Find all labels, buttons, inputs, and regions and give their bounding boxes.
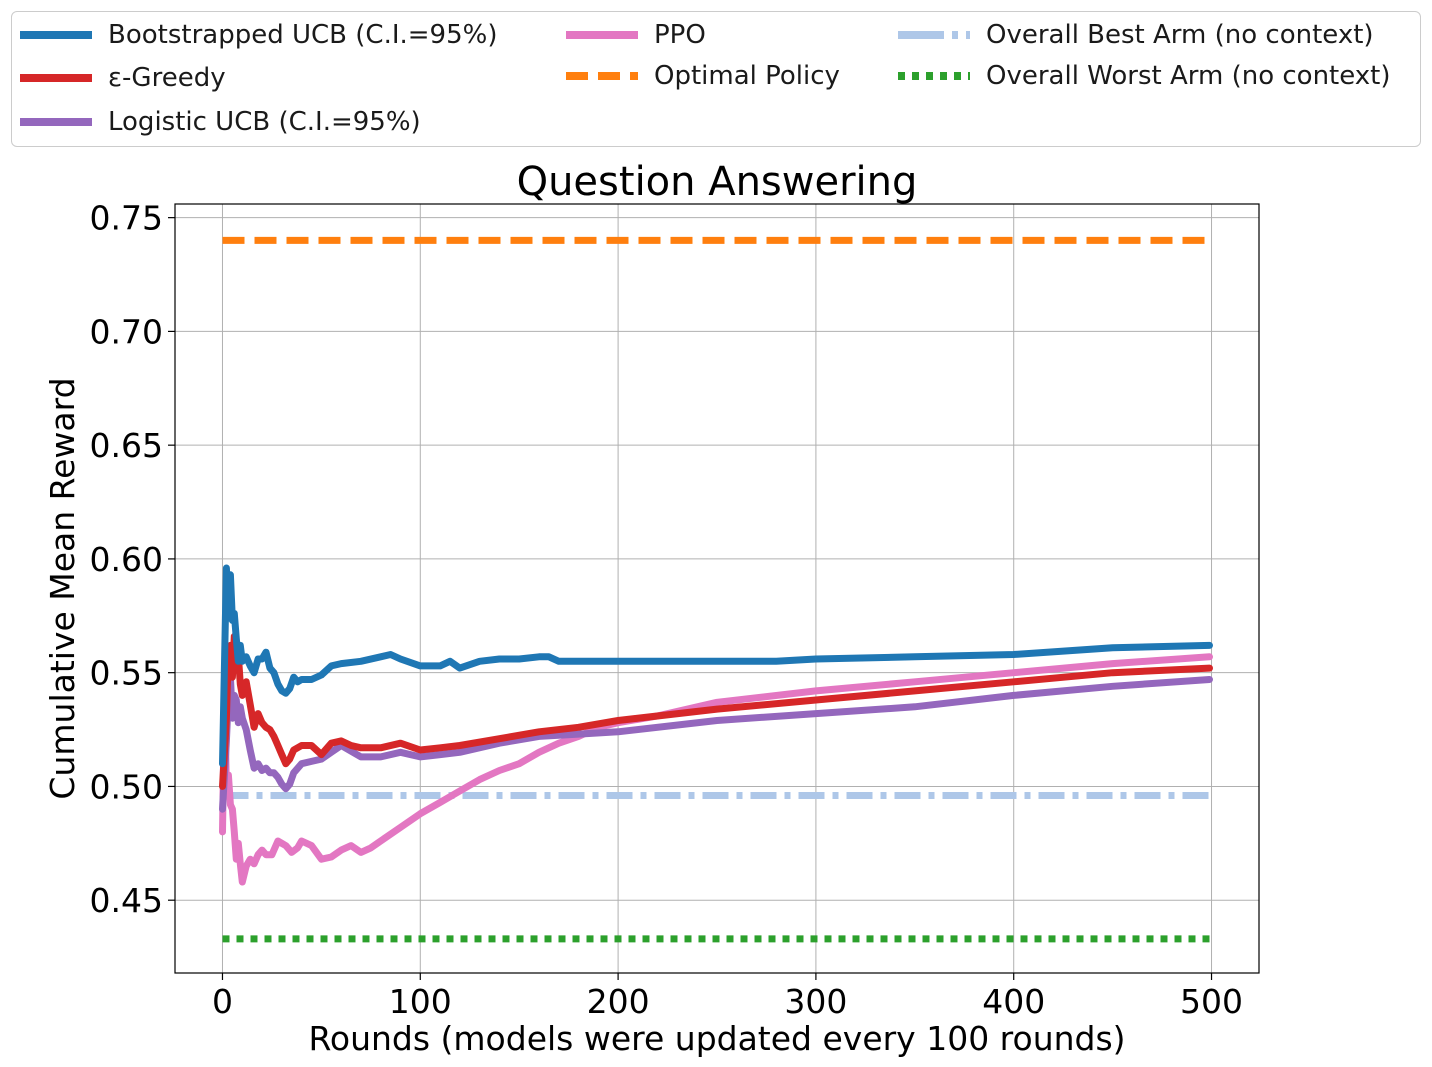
x-tick-label: 100: [389, 982, 452, 1021]
x-tick-label: 0: [212, 982, 233, 1021]
y-axis-label: Cumulative Mean Reward: [43, 377, 82, 799]
y-tick-label: 0.70: [90, 312, 163, 351]
legend-swatch: [566, 31, 638, 39]
legend: Bootstrapped UCB (C.I.=95%) ε-Greedy Log…: [11, 11, 1421, 147]
legend-swatch: [20, 31, 92, 39]
legend-entry-overall-worst-arm: Overall Worst Arm (no context): [898, 56, 1391, 96]
legend-label: PPO: [654, 20, 706, 50]
plot-frame: [174, 203, 1260, 974]
legend-label: ε-Greedy: [108, 63, 226, 93]
x-axis-ticks: 0 100 200 300 400 500: [212, 973, 1243, 1021]
legend-entry-epsilon-greedy: ε-Greedy: [20, 58, 226, 98]
legend-swatch: [898, 72, 970, 80]
legend-entry-logistic-ucb: Logistic UCB (C.I.=95%): [20, 102, 421, 142]
x-tick-label: 200: [587, 982, 650, 1021]
x-tick-label: 300: [784, 982, 847, 1021]
y-tick-label: 0.50: [90, 767, 163, 806]
chart-title: Question Answering: [517, 159, 918, 205]
y-axis-ticks: 0.45 0.50 0.55 0.60 0.65 0.70 0.75: [90, 199, 175, 920]
x-tick-label: 500: [1180, 982, 1243, 1021]
y-tick-label: 0.75: [90, 199, 163, 238]
legend-label: Optimal Policy: [654, 61, 840, 91]
legend-label: Logistic UCB (C.I.=95%): [108, 107, 421, 137]
legend-swatch: [20, 118, 92, 126]
legend-entry-ppo: PPO: [566, 15, 706, 55]
legend-swatch: [898, 31, 970, 39]
y-tick-label: 0.60: [90, 540, 163, 579]
legend-swatch: [20, 74, 92, 82]
x-tick-label: 400: [982, 982, 1045, 1021]
legend-label: Bootstrapped UCB (C.I.=95%): [108, 20, 498, 50]
grid-lines: [175, 204, 1259, 973]
legend-entry-bootstrapped-ucb: Bootstrapped UCB (C.I.=95%): [20, 15, 497, 55]
legend-entry-optimal-policy: Optimal Policy: [566, 56, 840, 96]
legend-label: Overall Worst Arm (no context): [986, 61, 1391, 91]
legend-swatch: [566, 72, 638, 80]
y-tick-label: 0.55: [90, 654, 163, 693]
legend-entry-overall-best-arm: Overall Best Arm (no context): [898, 15, 1374, 55]
y-tick-label: 0.65: [90, 426, 163, 465]
series-line-logistic-ucb-c-i-95: [219, 673, 1213, 813]
x-axis-label: Rounds (models were updated every 100 ro…: [308, 1019, 1125, 1058]
series-lines: [219, 236, 1213, 943]
legend-label: Overall Best Arm (no context): [986, 20, 1374, 50]
y-tick-label: 0.45: [90, 881, 163, 920]
series-line-bootstrapped-ucb-c-i-95: [219, 564, 1213, 768]
